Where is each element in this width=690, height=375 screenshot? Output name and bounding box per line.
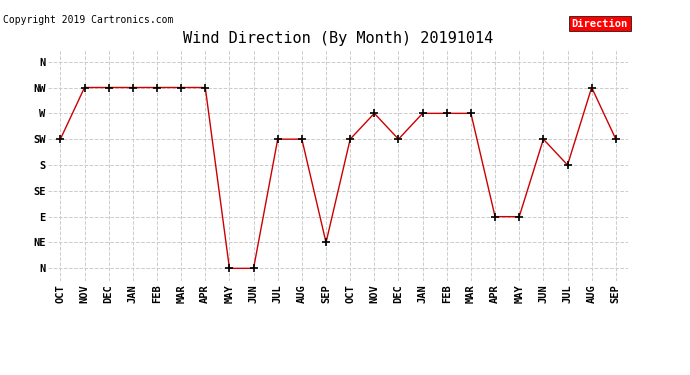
Text: Direction: Direction [571,18,628,28]
Text: Copyright 2019 Cartronics.com: Copyright 2019 Cartronics.com [3,15,174,25]
Title: Wind Direction (By Month) 20191014: Wind Direction (By Month) 20191014 [183,31,493,46]
